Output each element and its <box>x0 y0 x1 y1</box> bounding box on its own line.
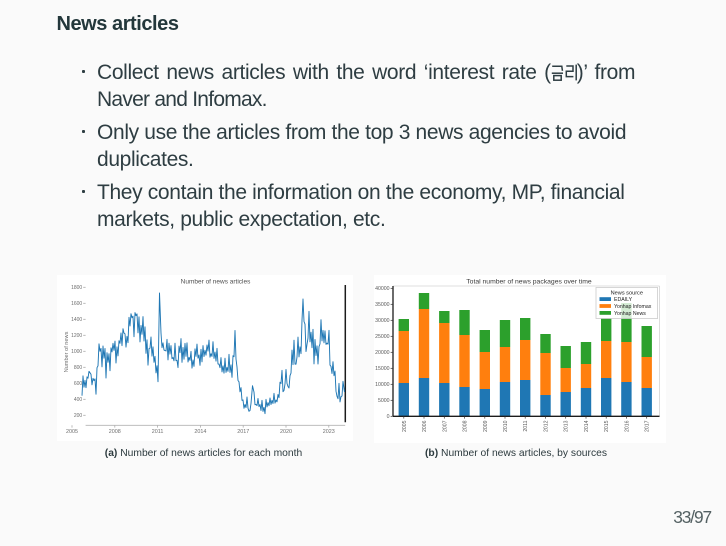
svg-text:25000: 25000 <box>375 334 390 340</box>
svg-text:EDAILY: EDAILY <box>614 297 633 303</box>
svg-text:2023: 2023 <box>323 429 335 435</box>
svg-text:2011: 2011 <box>523 420 529 431</box>
svg-text:20000: 20000 <box>375 350 390 356</box>
svg-text:40000: 40000 <box>375 286 390 292</box>
svg-text:2017: 2017 <box>645 420 651 432</box>
svg-text:5000: 5000 <box>378 398 390 404</box>
svg-text:10000: 10000 <box>375 382 390 388</box>
svg-text:2008: 2008 <box>109 429 121 435</box>
svg-text:2014: 2014 <box>584 420 590 432</box>
svg-text:1200: 1200 <box>71 333 82 339</box>
svg-text:2005: 2005 <box>66 429 78 435</box>
svg-text:2016: 2016 <box>624 420 630 432</box>
svg-text:2005: 2005 <box>402 420 408 432</box>
svg-text:News source: News source <box>611 291 643 297</box>
svg-text:2006: 2006 <box>422 420 428 432</box>
svg-text:0: 0 <box>387 414 390 420</box>
svg-text:2015: 2015 <box>604 420 610 432</box>
svg-text:2020: 2020 <box>280 429 292 435</box>
svg-text:35000: 35000 <box>375 302 390 308</box>
svg-text:200: 200 <box>74 413 83 419</box>
svg-text:600: 600 <box>74 381 83 387</box>
svg-text:400: 400 <box>74 397 83 403</box>
svg-text:15000: 15000 <box>375 366 390 372</box>
svg-text:1800: 1800 <box>71 285 82 291</box>
svg-text:Yonhap News: Yonhap News <box>614 311 646 317</box>
svg-text:1400: 1400 <box>71 317 82 323</box>
svg-text:800: 800 <box>74 365 83 371</box>
svg-text:Number of news articles: Number of news articles <box>181 279 251 286</box>
svg-text:1000: 1000 <box>71 349 82 355</box>
svg-text:2008: 2008 <box>463 420 469 432</box>
svg-text:2007: 2007 <box>442 420 448 432</box>
svg-text:Number of news: Number of news <box>64 331 70 372</box>
svg-text:2010: 2010 <box>503 420 509 432</box>
svg-text:1600: 1600 <box>71 301 82 307</box>
svg-text:2013: 2013 <box>564 420 570 432</box>
svg-text:Total number of news packages: Total number of news packages over time <box>466 279 592 286</box>
svg-text:2017: 2017 <box>237 429 249 435</box>
svg-text:2011: 2011 <box>152 429 164 435</box>
svg-text:2012: 2012 <box>544 420 550 432</box>
svg-text:2009: 2009 <box>483 420 489 432</box>
svg-text:2014: 2014 <box>194 429 206 435</box>
svg-text:Yonhap Infomax: Yonhap Infomax <box>614 304 652 310</box>
svg-text:30000: 30000 <box>375 318 390 324</box>
